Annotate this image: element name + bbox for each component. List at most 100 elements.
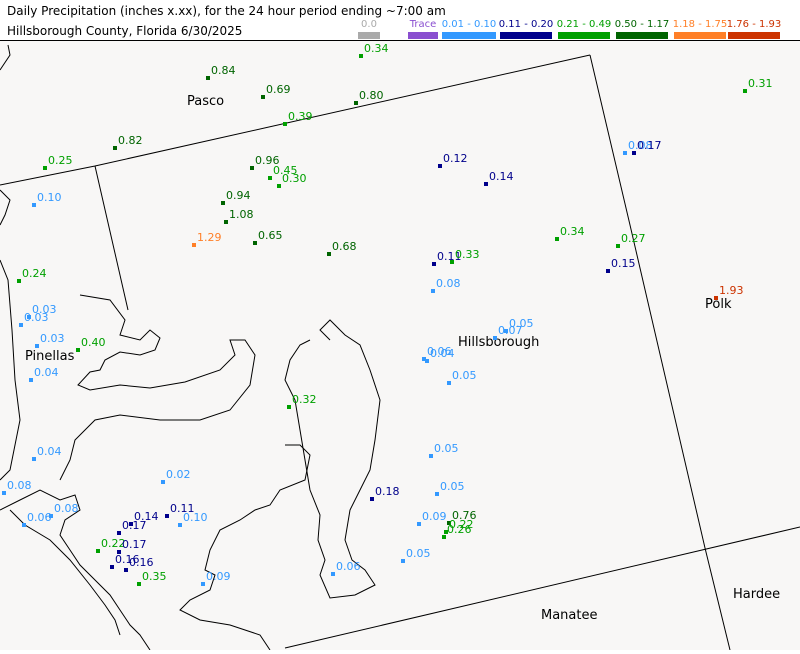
station-marker — [606, 269, 610, 273]
coastline — [0, 44, 11, 71]
station-value: 0.08 — [628, 139, 653, 152]
station-value: 0.34 — [364, 42, 389, 55]
station-marker — [447, 381, 451, 385]
station-value: 0.14 — [134, 510, 159, 523]
county-label: Hillsborough — [458, 335, 539, 350]
station-value: 0.17 — [122, 519, 147, 532]
station-value: 0.08 — [436, 277, 461, 290]
station-value: 0.33 — [455, 248, 480, 261]
legend-label: 0.11 - 0.20 — [499, 19, 554, 30]
legend-label: 1.18 - 1.75 — [673, 19, 728, 30]
legend-label: 0.01 - 0.10 — [442, 19, 497, 30]
legend-swatch — [408, 32, 438, 39]
station-value: 0.35 — [142, 570, 167, 583]
station-value: 0.04 — [37, 445, 62, 458]
coastline — [284, 319, 381, 599]
station-value: 0.94 — [226, 189, 251, 202]
station-marker — [17, 279, 21, 283]
station-marker — [277, 184, 281, 188]
subtitle: Hillsborough County, Florida 6/30/2025 — [7, 24, 242, 38]
legend-swatch — [358, 32, 380, 39]
station-marker — [178, 523, 182, 527]
station-value: 0.07 — [498, 324, 523, 337]
station-marker — [438, 164, 442, 168]
coastline — [9, 509, 121, 636]
station-marker — [117, 550, 121, 554]
station-marker — [35, 344, 39, 348]
station-marker — [401, 559, 405, 563]
station-marker — [113, 146, 117, 150]
station-marker — [429, 454, 433, 458]
coastline — [179, 444, 311, 651]
coastline — [0, 189, 11, 226]
legend-label: 1.76 - 1.93 — [727, 19, 782, 30]
station-value: 0.11 — [437, 250, 462, 263]
station-marker — [417, 522, 421, 526]
station-marker — [447, 521, 451, 525]
station-value: 0.02 — [166, 468, 191, 481]
station-marker — [110, 565, 114, 569]
station-value: 0.17 — [637, 139, 662, 152]
station-marker — [224, 220, 228, 224]
station-marker — [442, 535, 446, 539]
station-value: 0.09 — [206, 570, 231, 583]
station-value: 0.05 — [434, 442, 459, 455]
county-label: Hardee — [733, 587, 780, 602]
station-marker — [117, 531, 121, 535]
station-value: 0.05 — [509, 317, 534, 330]
legend-swatch — [442, 32, 496, 39]
county-boundary — [284, 526, 800, 649]
legend-swatch — [558, 32, 610, 39]
station-marker — [268, 176, 272, 180]
station-marker — [129, 522, 133, 526]
station-marker — [49, 514, 53, 518]
station-value: 0.80 — [359, 89, 384, 102]
station-marker — [422, 357, 426, 361]
station-value: 0.16 — [115, 553, 140, 566]
station-value: 0.04 — [34, 366, 59, 379]
station-marker — [221, 201, 225, 205]
station-marker — [261, 95, 265, 99]
station-value: 1.93 — [719, 284, 744, 297]
county-boundary — [94, 165, 129, 311]
station-marker — [19, 323, 23, 327]
station-value: 0.06 — [427, 345, 452, 358]
station-value: 0.39 — [288, 110, 313, 123]
station-marker — [283, 122, 287, 126]
station-marker — [331, 572, 335, 576]
station-marker — [201, 582, 205, 586]
station-marker — [250, 166, 254, 170]
county-boundary — [589, 54, 731, 651]
station-value: 0.11 — [170, 502, 195, 515]
station-marker — [484, 182, 488, 186]
station-marker — [623, 151, 627, 155]
title: Daily Precipitation (inches x.xx), for t… — [7, 4, 446, 18]
county-label: Pinellas — [25, 349, 75, 364]
station-value: 0.82 — [118, 134, 143, 147]
station-value: 0.05 — [406, 547, 431, 560]
station-value: 0.14 — [489, 170, 514, 183]
station-marker — [192, 243, 196, 247]
station-marker — [22, 523, 26, 527]
station-marker — [96, 549, 100, 553]
station-marker — [450, 260, 454, 264]
station-value: 0.45 — [273, 164, 298, 177]
station-marker — [714, 296, 718, 300]
station-value: 0.06 — [27, 511, 52, 524]
station-value: 0.25 — [48, 154, 73, 167]
station-marker — [435, 492, 439, 496]
legend-swatch — [728, 32, 780, 39]
station-marker — [354, 101, 358, 105]
station-value: 0.04 — [430, 347, 455, 360]
station-value: 1.08 — [229, 208, 254, 221]
station-marker — [27, 315, 31, 319]
legend-label: 0.21 - 0.49 — [557, 19, 612, 30]
legend-label: Trace — [409, 19, 437, 30]
station-marker — [616, 244, 620, 248]
station-value: 0.16 — [129, 556, 154, 569]
station-marker — [32, 203, 36, 207]
legend-label: 0.0 — [361, 19, 377, 30]
station-marker — [632, 151, 636, 155]
